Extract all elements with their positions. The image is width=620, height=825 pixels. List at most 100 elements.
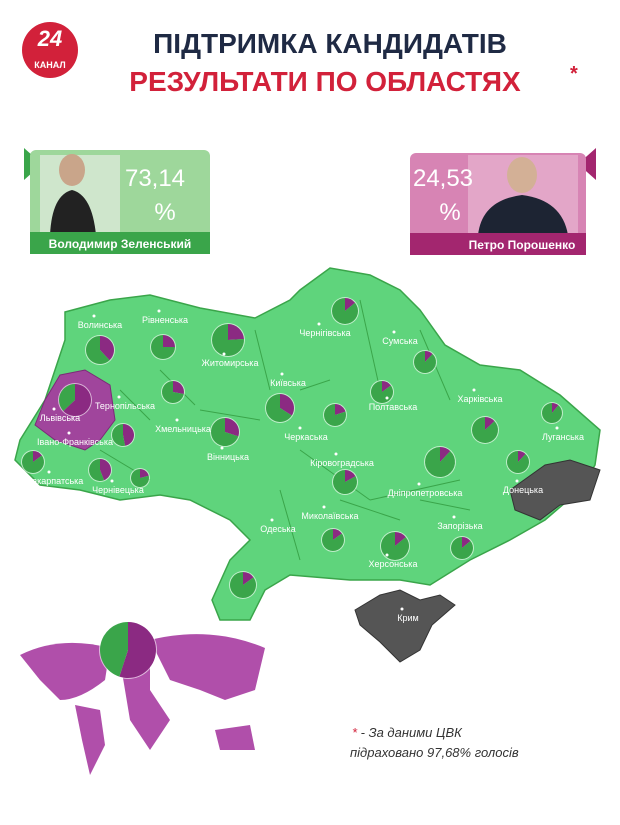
region-label: Кіровоградська <box>310 458 374 468</box>
region-label: Вінницька <box>207 452 249 462</box>
region-dot <box>515 479 519 483</box>
region-dot <box>417 482 421 486</box>
region-label: Черкаська <box>284 432 327 442</box>
region-label: Запорізька <box>437 521 482 531</box>
region-dot <box>117 395 121 399</box>
region-label: Харківська <box>458 394 503 404</box>
pie-other <box>63 384 91 416</box>
region-dot <box>220 446 224 450</box>
percent-unit: % <box>439 199 460 226</box>
logo-number: 24 <box>37 26 62 51</box>
arrow <box>578 148 596 180</box>
percent: 24,53 <box>413 165 473 192</box>
pie <box>130 468 150 488</box>
pie-other <box>485 417 495 430</box>
region-label: Тернопільська <box>95 401 155 411</box>
pie <box>506 450 530 474</box>
region-dot <box>175 418 179 422</box>
subtitle: РЕЗУЛЬТАТИ ПО ОБЛАСТЯХ <box>129 66 521 97</box>
pie-other <box>228 324 244 340</box>
pie-other <box>123 424 134 446</box>
pie <box>331 297 359 325</box>
pie-other <box>335 404 346 415</box>
pie <box>450 536 474 560</box>
pie-other <box>425 351 433 362</box>
pie-share <box>230 572 256 598</box>
pie-share <box>333 470 358 494</box>
pie-share <box>322 529 345 551</box>
pie-other <box>280 394 295 416</box>
pie-share <box>425 447 456 478</box>
region-label: Полтавська <box>369 402 418 412</box>
region-label: Дніпропетровська <box>388 488 463 498</box>
pie <box>111 423 135 447</box>
region-label: Чернівецька <box>92 485 144 495</box>
pie-share <box>131 469 149 487</box>
pie-share <box>85 336 110 365</box>
region-label: Миколаївська <box>301 511 358 521</box>
name-bar <box>410 233 586 255</box>
pie <box>211 323 245 357</box>
pie-other <box>163 335 175 347</box>
pie-share <box>58 384 75 411</box>
pie <box>323 403 347 427</box>
region-label: Донецька <box>503 485 543 495</box>
crimea <box>354 589 456 663</box>
pie-other <box>518 451 526 462</box>
pie-share <box>507 451 529 473</box>
name-bar <box>30 232 210 254</box>
pie-share <box>212 324 244 356</box>
footnote: * - За даними ЦВК <box>352 725 463 740</box>
region-dot <box>317 322 321 326</box>
pie <box>21 450 45 474</box>
region-dot <box>270 518 274 522</box>
pie-share <box>162 381 184 403</box>
pie <box>150 334 176 360</box>
pie <box>88 458 112 482</box>
pie-share <box>472 417 499 443</box>
region-dot <box>52 407 56 411</box>
region-dot <box>67 431 71 435</box>
pie-other <box>243 572 254 585</box>
pie-other <box>173 381 184 395</box>
pie <box>471 416 499 444</box>
pie <box>332 469 358 495</box>
region-dot <box>385 396 389 400</box>
photo <box>468 155 578 235</box>
region-label: Чернігівська <box>299 328 350 338</box>
region-dot <box>452 515 456 519</box>
region-label: Сумська <box>382 336 417 346</box>
logo-word: КАНАЛ <box>34 60 65 70</box>
pie <box>161 380 185 404</box>
region-label: Одеська <box>260 524 295 534</box>
pie-other <box>345 298 356 311</box>
pie-other <box>119 622 157 678</box>
pie-other <box>33 451 42 462</box>
pie <box>210 417 240 447</box>
region-dot <box>400 607 404 611</box>
region-label: Івано-Франківська <box>37 437 113 447</box>
region-label: Львівська <box>40 413 80 423</box>
pie-other <box>225 418 239 437</box>
region-label: Житомирська <box>202 358 259 368</box>
photo <box>40 154 120 235</box>
pie <box>99 621 157 679</box>
pie <box>424 446 456 478</box>
pie-share <box>414 351 436 374</box>
footnote-line: - За даними ЦВК <box>357 725 463 740</box>
region-label: Київська <box>270 378 306 388</box>
pie <box>58 383 92 417</box>
region-label: Крим <box>397 613 418 623</box>
region-label: Закарпатська <box>27 476 84 486</box>
region-label: Херсонська <box>369 559 418 569</box>
pie-share <box>266 394 292 422</box>
pie-other <box>100 459 111 481</box>
pie-share <box>100 622 128 677</box>
footnote-line: підраховано 97,68% голосів <box>350 745 519 760</box>
pie-share <box>211 418 239 446</box>
pie-share <box>88 459 105 481</box>
pie <box>370 380 394 404</box>
pie <box>229 571 257 599</box>
pie-share <box>451 537 474 560</box>
region-dot <box>222 352 226 356</box>
